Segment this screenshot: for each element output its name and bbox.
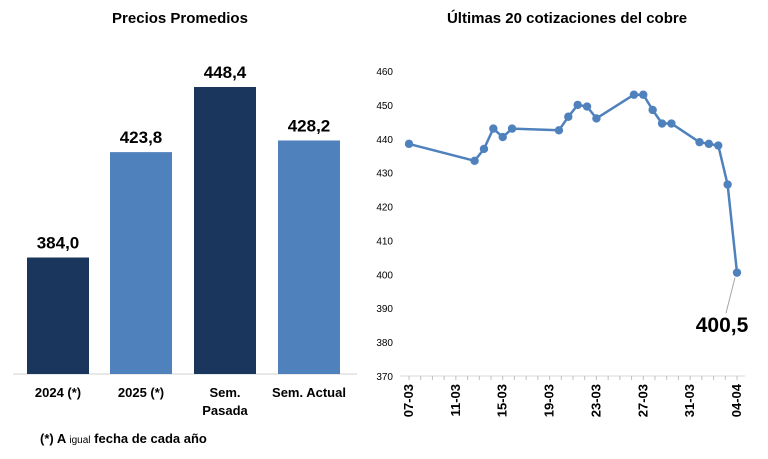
data-point xyxy=(732,268,742,277)
data-point xyxy=(582,102,592,111)
bar-value-label: 448,4 xyxy=(204,63,247,82)
data-point xyxy=(573,100,582,110)
bar-value-label: 384,0 xyxy=(37,234,80,253)
x-tick-label: 07-03 xyxy=(401,384,416,417)
average-prices-bar-chart: Precios Promedios 384,0 423,8 448,4 428,2 2… xyxy=(13,10,357,446)
y-tick-label: 410 xyxy=(376,236,393,247)
data-point xyxy=(657,119,667,128)
bar-category-labels: 2024 (*) 2025 (*) Sem. Pasada Sem. Actual xyxy=(35,385,346,418)
data-point xyxy=(629,90,639,99)
bar-series xyxy=(27,87,340,374)
y-tick-label: 370 xyxy=(376,372,393,383)
bar-4 xyxy=(278,140,340,374)
footnote-small: igual xyxy=(69,435,90,446)
data-point xyxy=(704,139,714,149)
y-tick-label: 390 xyxy=(376,304,393,315)
x-tick-label: 23-03 xyxy=(588,384,603,417)
y-tick-label: 400 xyxy=(376,270,393,281)
bar-chart-title: Precios Promedios xyxy=(112,10,248,27)
data-point xyxy=(695,137,704,147)
bar-value-label: 423,8 xyxy=(120,128,163,147)
line-x-axis: 07-03 11-03 15-03 19-03 23-03 27-03 31-03 04-04 xyxy=(400,375,745,417)
y-tick-label: 440 xyxy=(376,135,393,146)
data-point xyxy=(564,112,573,121)
bar-category-label: Sem. Actual xyxy=(272,385,346,400)
footnote-rest: fecha de cada año xyxy=(94,431,207,446)
data-point xyxy=(667,119,676,128)
data-point xyxy=(592,114,601,123)
x-tick-label: 31-03 xyxy=(682,384,697,417)
line-chart-title: Últimas 20 cotizaciones del cobre xyxy=(447,9,687,27)
y-tick-label: 450 xyxy=(376,101,393,112)
last-value-callout-line xyxy=(725,277,736,314)
bar-category-label: Sem. xyxy=(209,385,240,400)
data-point xyxy=(648,105,657,115)
y-tick-label: 420 xyxy=(376,203,393,214)
copper-series-line xyxy=(408,93,739,273)
x-tick-label: 27-03 xyxy=(635,384,650,417)
bar-category-label: 2024 (*) xyxy=(35,385,81,400)
line-y-axis: 370 380 390 400 410 420 430 440 450 460 xyxy=(376,67,393,383)
data-point xyxy=(470,156,479,166)
y-tick-label: 460 xyxy=(376,67,393,78)
data-point xyxy=(714,141,723,150)
bar-2 xyxy=(110,152,172,374)
data-point xyxy=(404,139,414,149)
data-point xyxy=(639,90,648,99)
footnote: (*) A igual fecha de cada año xyxy=(40,431,207,446)
x-tick-label: 15-03 xyxy=(495,384,510,417)
y-tick-label: 430 xyxy=(376,169,393,180)
copper-quotes-line-chart: Últimas 20 cotizaciones del cobre 370 380… xyxy=(376,9,748,417)
data-point xyxy=(479,144,489,154)
bar-3 xyxy=(194,87,256,374)
y-tick-label: 380 xyxy=(376,338,393,349)
bar-value-label: 428,2 xyxy=(288,116,331,135)
data-point xyxy=(554,126,564,135)
data-point xyxy=(723,180,732,189)
bar-value-labels: 384,0 423,8 448,4 428,2 xyxy=(37,63,331,253)
bar-category-label: Pasada xyxy=(202,403,248,418)
bar-category-label: 2025 (*) xyxy=(118,385,164,400)
x-tick-label: 19-03 xyxy=(542,384,557,417)
last-value-label: 400,5 xyxy=(696,314,749,337)
x-tick-label: 04-04 xyxy=(729,383,744,417)
footnote-prefix: (*) A xyxy=(40,431,67,446)
data-point xyxy=(507,124,517,133)
x-tick-label: 11-03 xyxy=(448,384,463,417)
bar-1 xyxy=(27,257,89,374)
copper-series-points xyxy=(404,90,742,277)
data-point xyxy=(498,132,507,142)
data-point xyxy=(489,124,498,133)
